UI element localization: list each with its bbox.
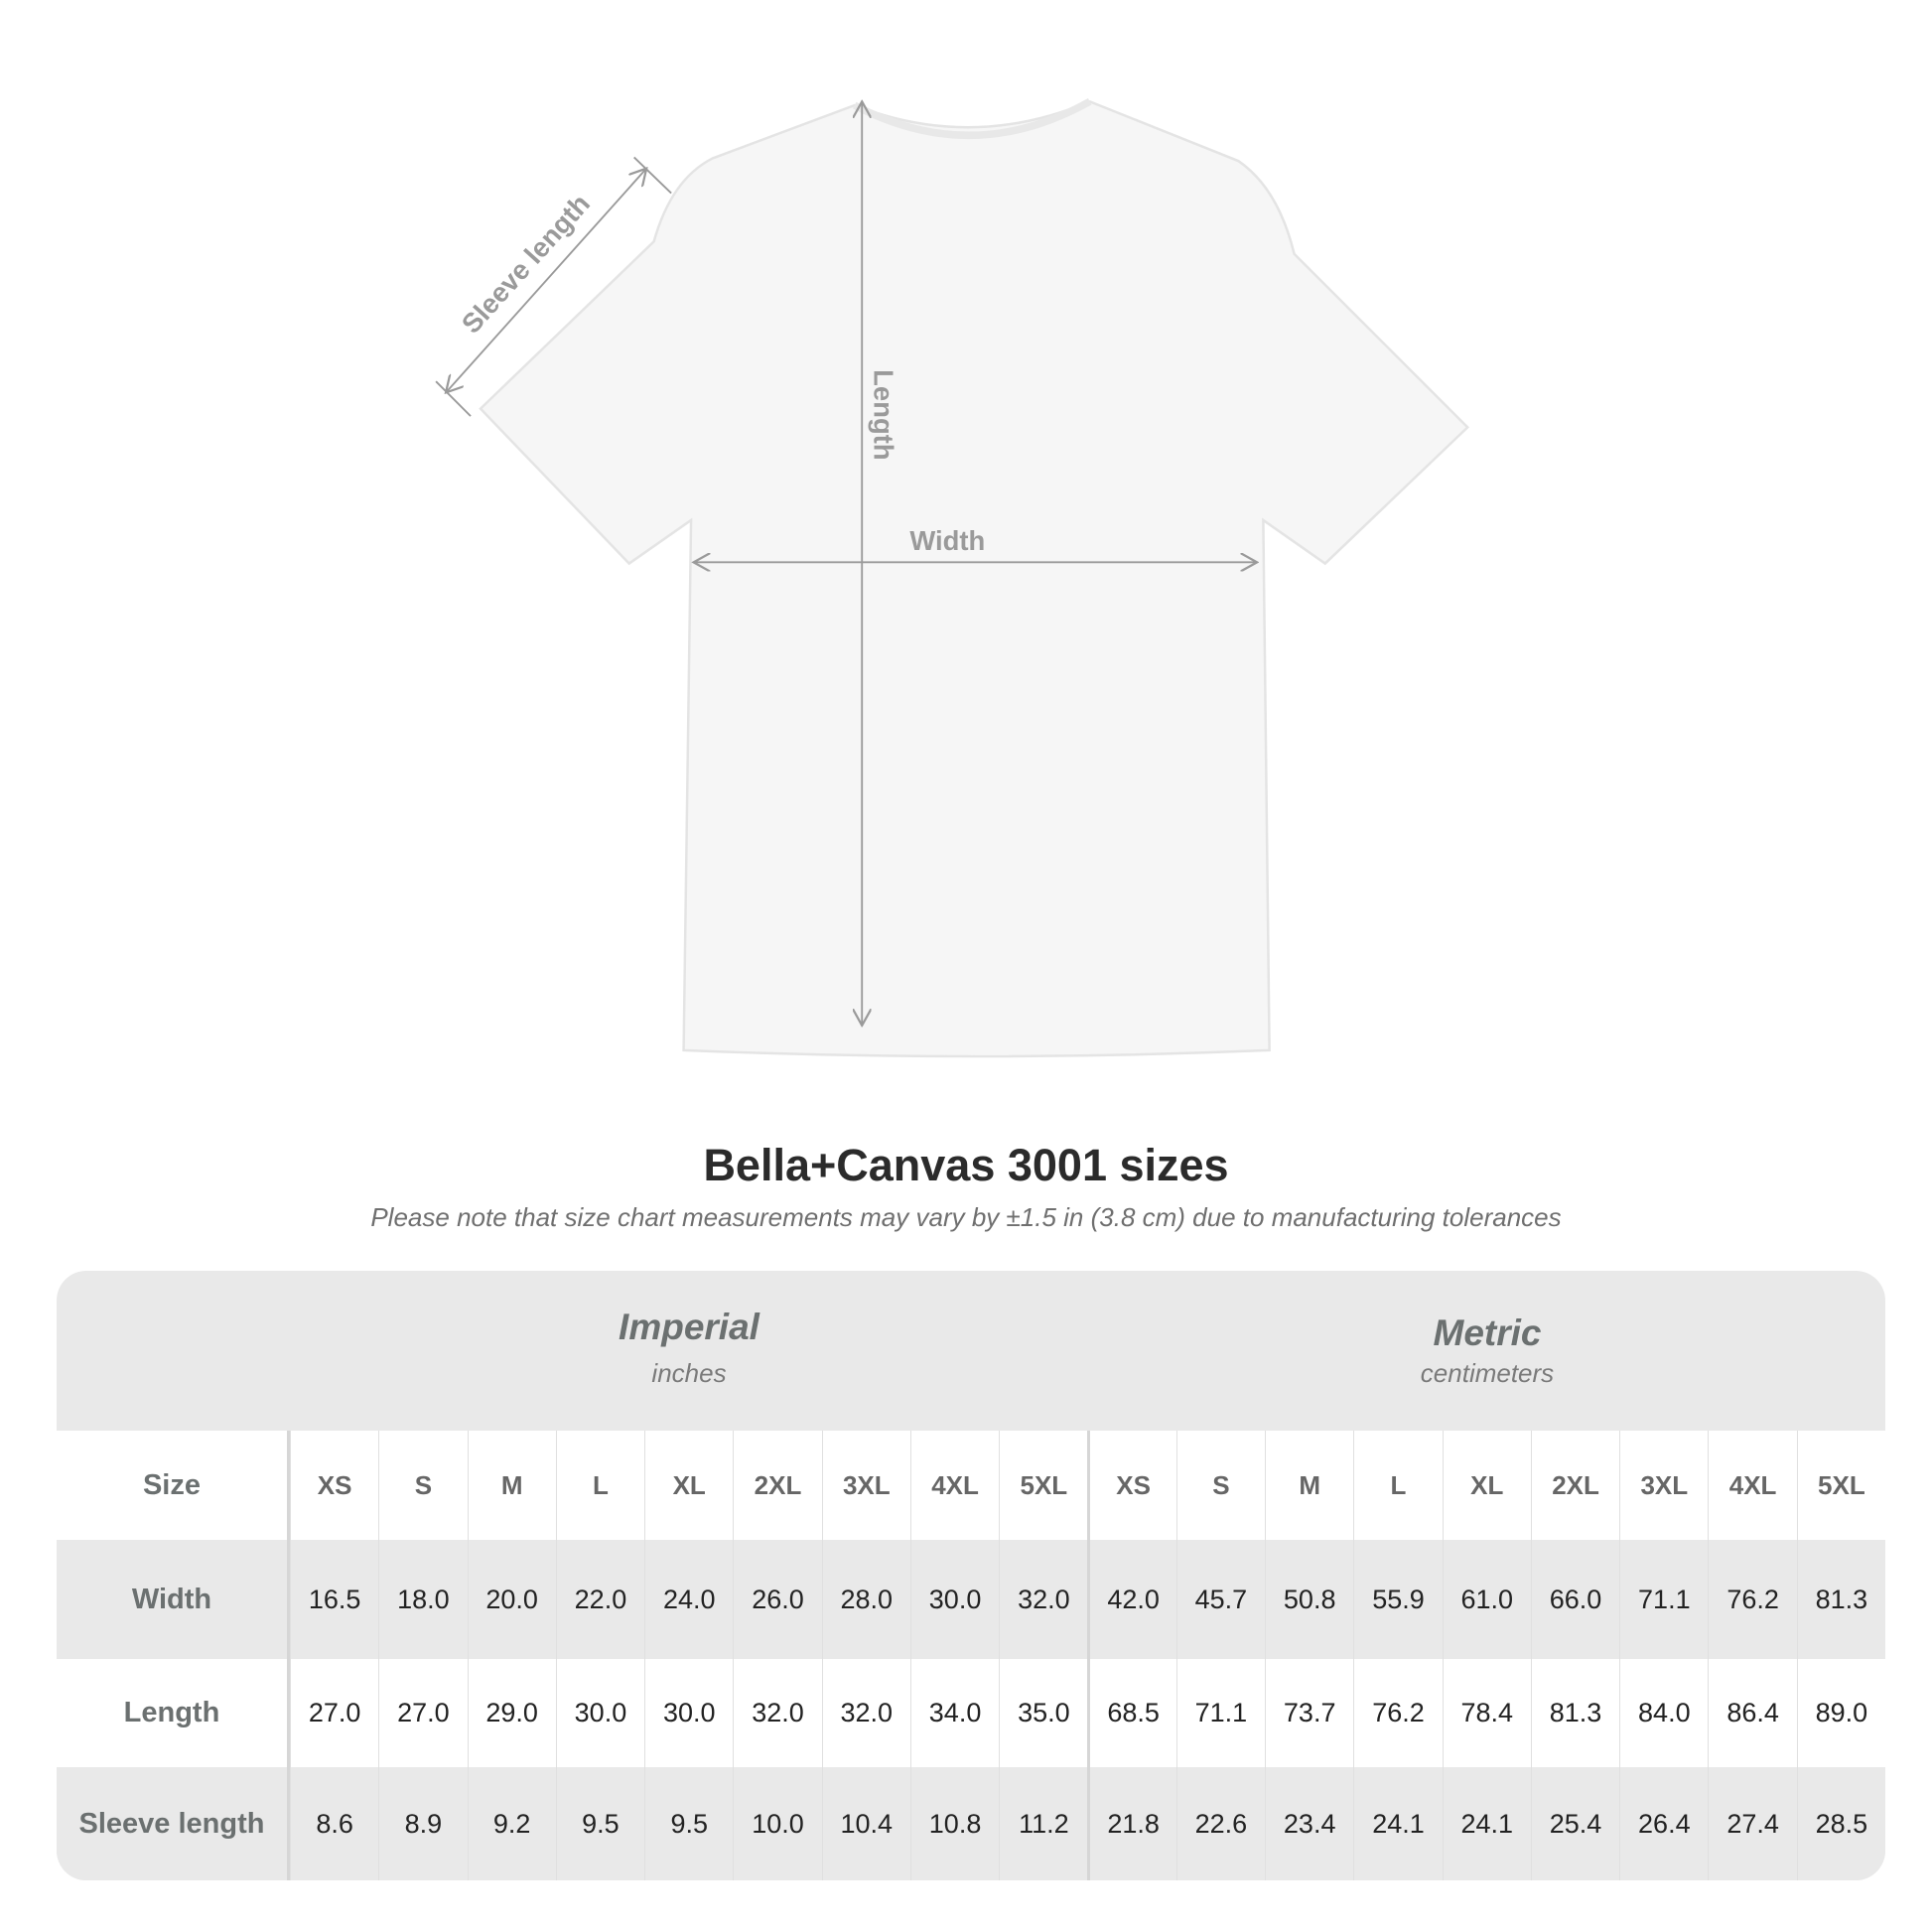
table-cell: 81.3 (1530, 1659, 1619, 1767)
tshirt-shape (479, 99, 1469, 1058)
table-cell: 22.0 (555, 1540, 644, 1659)
table-row: Length 27.0 27.0 29.0 30.0 30.0 32.0 32.0 34.0 35… (57, 1659, 1885, 1767)
table-cell: 35.0 (999, 1659, 1087, 1767)
table-cell: 68.5 (1087, 1659, 1175, 1767)
table-cell: 28.5 (1796, 1767, 1885, 1880)
table-cell: 76.2 (1353, 1659, 1442, 1767)
table-cell: 34.0 (909, 1659, 999, 1767)
table-cell: 8.6 (289, 1767, 378, 1880)
table-cell: 30.0 (555, 1659, 644, 1767)
table-cell: 45.7 (1175, 1540, 1265, 1659)
imperial-header: Imperial inches (290, 1271, 1088, 1431)
table-cell: 8.9 (378, 1767, 467, 1880)
size-metric-2xl: 2XL (1530, 1431, 1619, 1540)
table-cell: 61.0 (1442, 1540, 1531, 1659)
table-cell: 10.4 (821, 1767, 910, 1880)
table-cell: 27.0 (289, 1659, 378, 1767)
table-cell: 29.0 (467, 1659, 556, 1767)
size-label: Size (57, 1431, 290, 1540)
table-cell: 42.0 (1087, 1540, 1175, 1659)
table-cell: 16.5 (289, 1540, 378, 1659)
table-cell: 24.0 (644, 1540, 733, 1659)
width-label: Width (909, 525, 985, 556)
table-cell: 81.3 (1796, 1540, 1885, 1659)
size-imperial-s: S (378, 1431, 467, 1540)
table-cell: 18.0 (378, 1540, 467, 1659)
table-cell: 10.0 (733, 1767, 821, 1880)
table-cell: 50.8 (1265, 1540, 1353, 1659)
table-cell: 73.7 (1265, 1659, 1353, 1767)
size-imperial-xs: XS (289, 1431, 378, 1540)
imperial-label: Imperial (619, 1307, 759, 1347)
table-cell: 25.4 (1530, 1767, 1619, 1880)
page-title: Bella+Canvas 3001 sizes (703, 1140, 1229, 1190)
table-cell: 71.1 (1175, 1659, 1265, 1767)
row-label: Width (57, 1540, 290, 1659)
size-imperial-3xl: 3XL (821, 1431, 910, 1540)
table-cell: 71.1 (1619, 1540, 1708, 1659)
table-cell: 9.5 (555, 1767, 644, 1880)
sleeve-arrow (446, 169, 646, 393)
table-cell: 9.2 (467, 1767, 556, 1880)
metric-header: Metric centimeters (1088, 1271, 1885, 1431)
size-metric-xs: XS (1087, 1431, 1175, 1540)
size-table: Imperial inches Metric centimeters Size X… (57, 1271, 1885, 1880)
table-row: Width 16.5 18.0 20.0 22.0 24.0 26.0 28.0 30.0 32.… (57, 1540, 1885, 1659)
table-cell: 9.5 (644, 1767, 733, 1880)
table-cell: 26.0 (733, 1540, 821, 1659)
table-cell: 32.0 (821, 1659, 910, 1767)
table-cell: 76.2 (1708, 1540, 1796, 1659)
table-cell: 78.4 (1442, 1659, 1531, 1767)
imperial-unit: inches (651, 1358, 727, 1388)
size-metric-xl: XL (1442, 1431, 1531, 1540)
size-imperial-xl: XL (644, 1431, 733, 1540)
table-cell: 24.1 (1353, 1767, 1442, 1880)
table-cell: 11.2 (999, 1767, 1087, 1880)
row-label: Length (57, 1659, 290, 1767)
table-cell: 23.4 (1265, 1767, 1353, 1880)
table-cell: 30.0 (909, 1540, 999, 1659)
metric-label: Metric (1433, 1312, 1542, 1353)
table-cell: 26.4 (1619, 1767, 1708, 1880)
size-metric-l: L (1353, 1431, 1442, 1540)
table-cell: 22.6 (1175, 1767, 1265, 1880)
size-imperial-5xl: 5XL (999, 1431, 1087, 1540)
table-cell: 28.0 (821, 1540, 910, 1659)
size-imperial-m: M (467, 1431, 556, 1540)
table-cell: 84.0 (1619, 1659, 1708, 1767)
size-metric-m: M (1265, 1431, 1353, 1540)
table-cell: 10.8 (909, 1767, 999, 1880)
size-header-row: Size XS S M L XL 2XL 3XL 4XL 5XL XS S M L XL 2XL 3XL 4XL 5… (57, 1431, 1885, 1540)
size-imperial-l: L (555, 1431, 644, 1540)
row-label: Sleeve length (57, 1767, 290, 1880)
table-cell: 27.4 (1708, 1767, 1796, 1880)
table-cell: 20.0 (467, 1540, 556, 1659)
table-cell: 27.0 (378, 1659, 467, 1767)
table-cell: 86.4 (1708, 1659, 1796, 1767)
table-row: Sleeve length 8.6 8.9 9.2 9.5 9.5 10.0 10.4 10.8… (57, 1767, 1885, 1880)
size-metric-s: S (1175, 1431, 1265, 1540)
size-imperial-4xl: 4XL (909, 1431, 999, 1540)
table-cell: 32.0 (999, 1540, 1087, 1659)
length-label: Length (869, 369, 899, 460)
table-cell: 89.0 (1796, 1659, 1885, 1767)
size-imperial-2xl: 2XL (733, 1431, 821, 1540)
table-cell: 24.1 (1442, 1767, 1531, 1880)
table-cell: 66.0 (1530, 1540, 1619, 1659)
tolerance-note: Please note that size chart measurements… (370, 1202, 1562, 1232)
table-cell: 32.0 (733, 1659, 821, 1767)
size-metric-3xl: 3XL (1619, 1431, 1708, 1540)
table-cell: 55.9 (1353, 1540, 1442, 1659)
size-metric-5xl: 5XL (1796, 1431, 1885, 1540)
size-metric-4xl: 4XL (1708, 1431, 1796, 1540)
metric-unit: centimeters (1420, 1358, 1555, 1388)
table-cell: 21.8 (1087, 1767, 1175, 1880)
table-cell: 30.0 (644, 1659, 733, 1767)
